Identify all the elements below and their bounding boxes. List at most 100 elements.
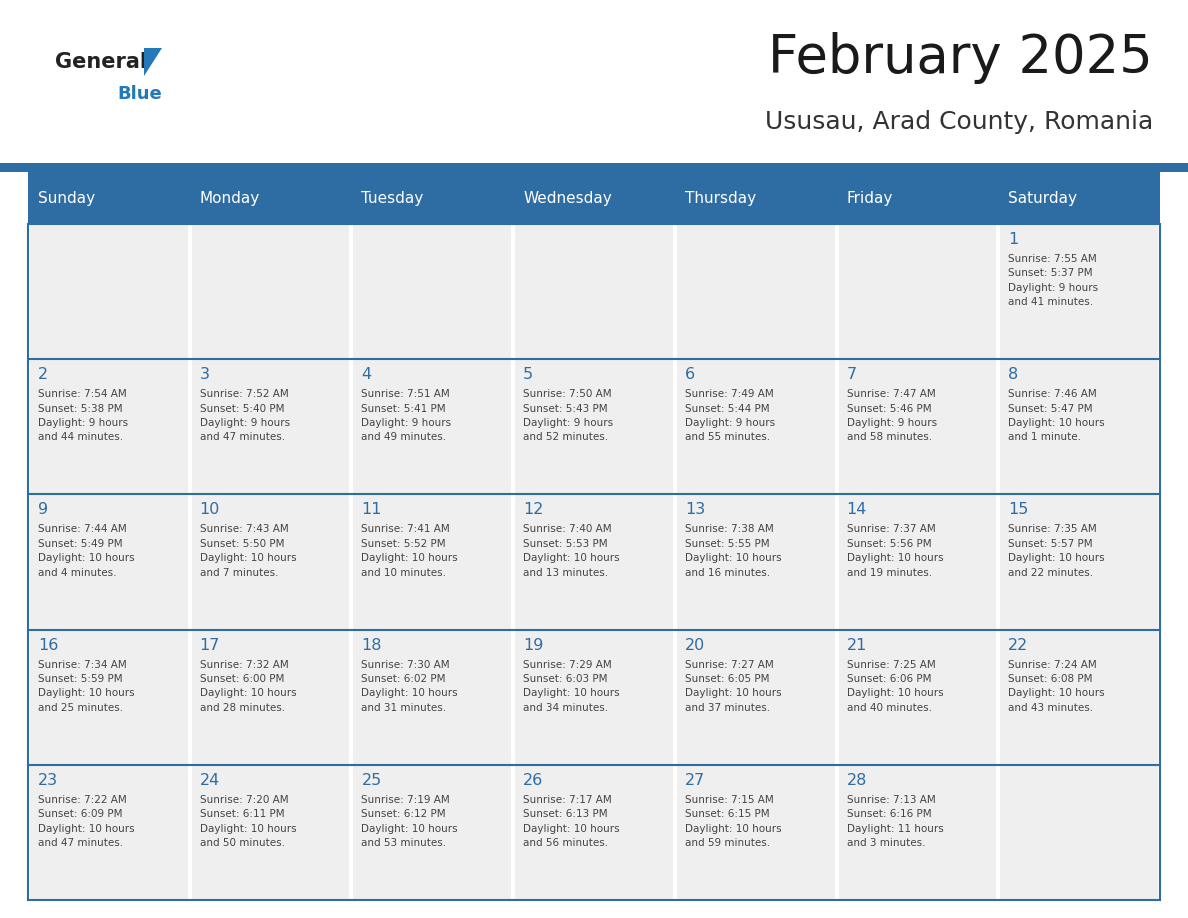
Bar: [191, 359, 349, 495]
Bar: [677, 765, 835, 900]
Text: 13: 13: [684, 502, 706, 518]
Bar: [677, 495, 835, 630]
Text: Sunrise: 7:19 AM
Sunset: 6:12 PM
Daylight: 10 hours
and 53 minutes.: Sunrise: 7:19 AM Sunset: 6:12 PM Dayligh…: [361, 795, 459, 848]
Text: Sunrise: 7:51 AM
Sunset: 5:41 PM
Daylight: 9 hours
and 49 minutes.: Sunrise: 7:51 AM Sunset: 5:41 PM Dayligh…: [361, 389, 451, 442]
Bar: [516, 224, 672, 359]
Bar: [839, 495, 997, 630]
Bar: [353, 495, 511, 630]
Bar: [516, 765, 672, 900]
Text: Blue: Blue: [116, 85, 162, 103]
Text: 4: 4: [361, 367, 372, 382]
Text: 24: 24: [200, 773, 220, 788]
Bar: [191, 765, 349, 900]
Text: Sunrise: 7:52 AM
Sunset: 5:40 PM
Daylight: 9 hours
and 47 minutes.: Sunrise: 7:52 AM Sunset: 5:40 PM Dayligh…: [200, 389, 290, 442]
Bar: [839, 765, 997, 900]
Text: Sunrise: 7:30 AM
Sunset: 6:02 PM
Daylight: 10 hours
and 31 minutes.: Sunrise: 7:30 AM Sunset: 6:02 PM Dayligh…: [361, 660, 459, 712]
Text: 7: 7: [847, 367, 857, 382]
Text: 8: 8: [1009, 367, 1018, 382]
Text: 23: 23: [38, 773, 58, 788]
Text: 17: 17: [200, 638, 220, 653]
Text: Ususau, Arad County, Romania: Ususau, Arad County, Romania: [765, 110, 1154, 134]
Text: 19: 19: [523, 638, 544, 653]
Bar: [353, 359, 511, 495]
Bar: [1000, 630, 1158, 765]
Text: Sunrise: 7:13 AM
Sunset: 6:16 PM
Daylight: 11 hours
and 3 minutes.: Sunrise: 7:13 AM Sunset: 6:16 PM Dayligh…: [847, 795, 943, 848]
Text: Sunrise: 7:20 AM
Sunset: 6:11 PM
Daylight: 10 hours
and 50 minutes.: Sunrise: 7:20 AM Sunset: 6:11 PM Dayligh…: [200, 795, 296, 848]
Text: Tuesday: Tuesday: [361, 191, 424, 206]
Text: Sunrise: 7:17 AM
Sunset: 6:13 PM
Daylight: 10 hours
and 56 minutes.: Sunrise: 7:17 AM Sunset: 6:13 PM Dayligh…: [523, 795, 620, 848]
Text: Sunrise: 7:29 AM
Sunset: 6:03 PM
Daylight: 10 hours
and 34 minutes.: Sunrise: 7:29 AM Sunset: 6:03 PM Dayligh…: [523, 660, 620, 712]
Text: 1: 1: [1009, 232, 1018, 247]
Text: Sunrise: 7:27 AM
Sunset: 6:05 PM
Daylight: 10 hours
and 37 minutes.: Sunrise: 7:27 AM Sunset: 6:05 PM Dayligh…: [684, 660, 782, 712]
Text: 2: 2: [38, 367, 49, 382]
Bar: [1000, 765, 1158, 900]
Text: Sunrise: 7:46 AM
Sunset: 5:47 PM
Daylight: 10 hours
and 1 minute.: Sunrise: 7:46 AM Sunset: 5:47 PM Dayligh…: [1009, 389, 1105, 442]
Text: General: General: [55, 52, 147, 72]
Text: Sunrise: 7:44 AM
Sunset: 5:49 PM
Daylight: 10 hours
and 4 minutes.: Sunrise: 7:44 AM Sunset: 5:49 PM Dayligh…: [38, 524, 134, 577]
Bar: [677, 359, 835, 495]
Text: Monday: Monday: [200, 191, 260, 206]
Text: 5: 5: [523, 367, 533, 382]
Bar: [516, 630, 672, 765]
Bar: [30, 359, 188, 495]
Bar: [516, 359, 672, 495]
Bar: [1000, 224, 1158, 359]
Text: Sunrise: 7:37 AM
Sunset: 5:56 PM
Daylight: 10 hours
and 19 minutes.: Sunrise: 7:37 AM Sunset: 5:56 PM Dayligh…: [847, 524, 943, 577]
Text: Sunrise: 7:47 AM
Sunset: 5:46 PM
Daylight: 9 hours
and 58 minutes.: Sunrise: 7:47 AM Sunset: 5:46 PM Dayligh…: [847, 389, 936, 442]
Bar: [353, 224, 511, 359]
Bar: [0, 163, 1188, 172]
Text: February 2025: February 2025: [769, 32, 1154, 84]
Text: 6: 6: [684, 367, 695, 382]
Bar: [353, 630, 511, 765]
Bar: [677, 224, 835, 359]
Text: 25: 25: [361, 773, 381, 788]
Bar: [677, 630, 835, 765]
Text: Friday: Friday: [847, 191, 893, 206]
Bar: [1000, 495, 1158, 630]
Bar: [191, 630, 349, 765]
Text: 10: 10: [200, 502, 220, 518]
Text: 3: 3: [200, 367, 210, 382]
Text: 16: 16: [38, 638, 58, 653]
Text: Sunrise: 7:35 AM
Sunset: 5:57 PM
Daylight: 10 hours
and 22 minutes.: Sunrise: 7:35 AM Sunset: 5:57 PM Dayligh…: [1009, 524, 1105, 577]
Bar: [30, 495, 188, 630]
Text: Sunrise: 7:38 AM
Sunset: 5:55 PM
Daylight: 10 hours
and 16 minutes.: Sunrise: 7:38 AM Sunset: 5:55 PM Dayligh…: [684, 524, 782, 577]
Text: Sunrise: 7:34 AM
Sunset: 5:59 PM
Daylight: 10 hours
and 25 minutes.: Sunrise: 7:34 AM Sunset: 5:59 PM Dayligh…: [38, 660, 134, 712]
Bar: [353, 765, 511, 900]
Text: Thursday: Thursday: [684, 191, 756, 206]
Text: 21: 21: [847, 638, 867, 653]
Text: Sunrise: 7:40 AM
Sunset: 5:53 PM
Daylight: 10 hours
and 13 minutes.: Sunrise: 7:40 AM Sunset: 5:53 PM Dayligh…: [523, 524, 620, 577]
Bar: [29, 172, 1159, 224]
Bar: [1000, 359, 1158, 495]
Text: Sunrise: 7:50 AM
Sunset: 5:43 PM
Daylight: 9 hours
and 52 minutes.: Sunrise: 7:50 AM Sunset: 5:43 PM Dayligh…: [523, 389, 613, 442]
Bar: [191, 495, 349, 630]
Text: Sunrise: 7:24 AM
Sunset: 6:08 PM
Daylight: 10 hours
and 43 minutes.: Sunrise: 7:24 AM Sunset: 6:08 PM Dayligh…: [1009, 660, 1105, 712]
Bar: [30, 630, 188, 765]
Bar: [30, 224, 188, 359]
Text: Sunrise: 7:54 AM
Sunset: 5:38 PM
Daylight: 9 hours
and 44 minutes.: Sunrise: 7:54 AM Sunset: 5:38 PM Dayligh…: [38, 389, 128, 442]
Text: Sunrise: 7:22 AM
Sunset: 6:09 PM
Daylight: 10 hours
and 47 minutes.: Sunrise: 7:22 AM Sunset: 6:09 PM Dayligh…: [38, 795, 134, 848]
Text: 9: 9: [38, 502, 49, 518]
Bar: [30, 765, 188, 900]
Text: 27: 27: [684, 773, 706, 788]
Text: Sunrise: 7:55 AM
Sunset: 5:37 PM
Daylight: 9 hours
and 41 minutes.: Sunrise: 7:55 AM Sunset: 5:37 PM Dayligh…: [1009, 254, 1099, 308]
Bar: [191, 224, 349, 359]
Text: Sunrise: 7:49 AM
Sunset: 5:44 PM
Daylight: 9 hours
and 55 minutes.: Sunrise: 7:49 AM Sunset: 5:44 PM Dayligh…: [684, 389, 775, 442]
Text: Sunday: Sunday: [38, 191, 95, 206]
Bar: [839, 224, 997, 359]
Text: 20: 20: [684, 638, 706, 653]
Text: 26: 26: [523, 773, 543, 788]
Text: 18: 18: [361, 638, 381, 653]
Text: Sunrise: 7:32 AM
Sunset: 6:00 PM
Daylight: 10 hours
and 28 minutes.: Sunrise: 7:32 AM Sunset: 6:00 PM Dayligh…: [200, 660, 296, 712]
Text: Wednesday: Wednesday: [523, 191, 612, 206]
Text: 12: 12: [523, 502, 544, 518]
Text: Saturday: Saturday: [1009, 191, 1078, 206]
Bar: [839, 630, 997, 765]
Text: 22: 22: [1009, 638, 1029, 653]
Text: Sunrise: 7:41 AM
Sunset: 5:52 PM
Daylight: 10 hours
and 10 minutes.: Sunrise: 7:41 AM Sunset: 5:52 PM Dayligh…: [361, 524, 459, 577]
Text: Sunrise: 7:15 AM
Sunset: 6:15 PM
Daylight: 10 hours
and 59 minutes.: Sunrise: 7:15 AM Sunset: 6:15 PM Dayligh…: [684, 795, 782, 848]
Text: 11: 11: [361, 502, 381, 518]
Text: 14: 14: [847, 502, 867, 518]
Text: Sunrise: 7:25 AM
Sunset: 6:06 PM
Daylight: 10 hours
and 40 minutes.: Sunrise: 7:25 AM Sunset: 6:06 PM Dayligh…: [847, 660, 943, 712]
Text: 28: 28: [847, 773, 867, 788]
